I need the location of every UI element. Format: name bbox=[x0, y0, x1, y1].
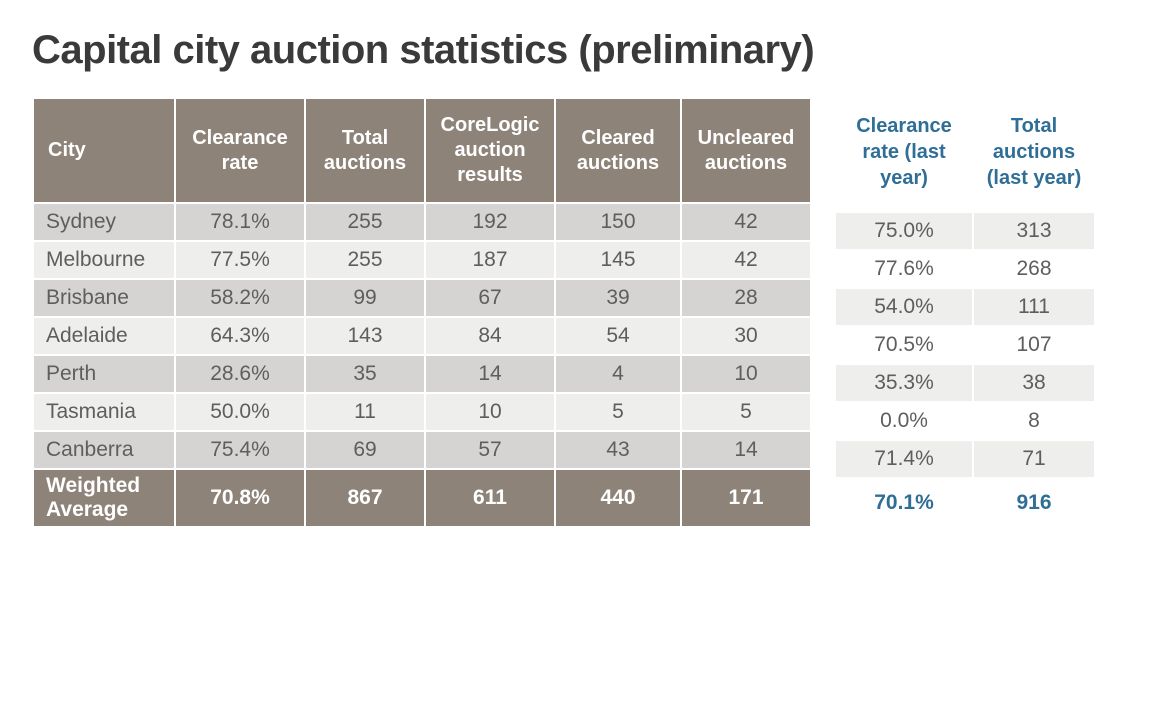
cell-clearance-rate: 50.0% bbox=[176, 394, 304, 430]
cell-city: Canberra bbox=[34, 432, 174, 468]
cell-city: Brisbane bbox=[34, 280, 174, 316]
cell-total-last-year: 107 bbox=[974, 327, 1094, 363]
cell-rate-last-year: 71.4% bbox=[836, 441, 972, 477]
cell-total-auctions: 143 bbox=[306, 318, 424, 354]
cell-summary-total-last-year: 916 bbox=[974, 479, 1094, 521]
cell-corelogic: 57 bbox=[426, 432, 554, 468]
cell-city: Sydney bbox=[34, 204, 174, 240]
cell-clearance-rate: 28.6% bbox=[176, 356, 304, 392]
cell-total-auctions: 255 bbox=[306, 242, 424, 278]
table-row: 54.0% 111 bbox=[836, 289, 1094, 325]
cell-clearance-rate: 78.1% bbox=[176, 204, 304, 240]
table-row: Tasmania 50.0% 11 10 5 5 bbox=[34, 394, 810, 430]
table-row: Melbourne 77.5% 255 187 145 42 bbox=[34, 242, 810, 278]
cell-rate-last-year: 35.3% bbox=[836, 365, 972, 401]
table-row: 75.0% 313 bbox=[836, 213, 1094, 249]
cell-corelogic: 84 bbox=[426, 318, 554, 354]
cell-total-last-year: 71 bbox=[974, 441, 1094, 477]
cell-rate-last-year: 54.0% bbox=[836, 289, 972, 325]
cell-uncleared: 14 bbox=[682, 432, 810, 468]
cell-total-last-year: 268 bbox=[974, 251, 1094, 287]
table-row: Adelaide 64.3% 143 84 54 30 bbox=[34, 318, 810, 354]
cell-clearance-rate: 77.5% bbox=[176, 242, 304, 278]
table-header-row: City Clearance rate Total auctions CoreL… bbox=[34, 99, 810, 202]
cell-cleared: 5 bbox=[556, 394, 680, 430]
cell-corelogic: 192 bbox=[426, 204, 554, 240]
cell-uncleared: 10 bbox=[682, 356, 810, 392]
cell-summary-cleared: 440 bbox=[556, 470, 680, 526]
cell-corelogic: 187 bbox=[426, 242, 554, 278]
table-header-row: Clearance rate (last year) Total auction… bbox=[836, 99, 1094, 211]
cell-uncleared: 28 bbox=[682, 280, 810, 316]
cell-summary-clearance: 70.8% bbox=[176, 470, 304, 526]
col-header-corelogic: CoreLogic auction results bbox=[426, 99, 554, 202]
table-row: Sydney 78.1% 255 192 150 42 bbox=[34, 204, 810, 240]
cell-cleared: 43 bbox=[556, 432, 680, 468]
cell-uncleared: 42 bbox=[682, 204, 810, 240]
cell-total-last-year: 313 bbox=[974, 213, 1094, 249]
cell-cleared: 150 bbox=[556, 204, 680, 240]
table-row: 35.3% 38 bbox=[836, 365, 1094, 401]
table-row: Brisbane 58.2% 99 67 39 28 bbox=[34, 280, 810, 316]
col-header-cleared: Cleared auctions bbox=[556, 99, 680, 202]
cell-summary-label: Weighted Average bbox=[34, 470, 174, 526]
cell-total-auctions: 11 bbox=[306, 394, 424, 430]
cell-corelogic: 10 bbox=[426, 394, 554, 430]
col-header-total-auctions: Total auctions bbox=[306, 99, 424, 202]
cell-city: Perth bbox=[34, 356, 174, 392]
table-row: 0.0% 8 bbox=[836, 403, 1094, 439]
cell-cleared: 145 bbox=[556, 242, 680, 278]
cell-city: Adelaide bbox=[34, 318, 174, 354]
cell-total-auctions: 255 bbox=[306, 204, 424, 240]
cell-total-last-year: 111 bbox=[974, 289, 1094, 325]
col-header-uncleared: Uncleared auctions bbox=[682, 99, 810, 202]
page-title: Capital city auction statistics (prelimi… bbox=[32, 28, 1128, 73]
cell-uncleared: 42 bbox=[682, 242, 810, 278]
col-header-city: City bbox=[34, 99, 174, 202]
cell-uncleared: 30 bbox=[682, 318, 810, 354]
table-row: Canberra 75.4% 69 57 43 14 bbox=[34, 432, 810, 468]
cell-corelogic: 14 bbox=[426, 356, 554, 392]
cell-summary-total: 867 bbox=[306, 470, 424, 526]
cell-uncleared: 5 bbox=[682, 394, 810, 430]
cell-city: Melbourne bbox=[34, 242, 174, 278]
cell-rate-last-year: 75.0% bbox=[836, 213, 972, 249]
table-row: 71.4% 71 bbox=[836, 441, 1094, 477]
cell-rate-last-year: 77.6% bbox=[836, 251, 972, 287]
main-auction-table: City Clearance rate Total auctions CoreL… bbox=[32, 97, 812, 528]
cell-cleared: 4 bbox=[556, 356, 680, 392]
tables-container: City Clearance rate Total auctions CoreL… bbox=[32, 97, 1128, 528]
cell-clearance-rate: 75.4% bbox=[176, 432, 304, 468]
cell-rate-last-year: 70.5% bbox=[836, 327, 972, 363]
cell-summary-rate-last-year: 70.1% bbox=[836, 479, 972, 521]
cell-clearance-rate: 58.2% bbox=[176, 280, 304, 316]
summary-row: 70.1% 916 bbox=[836, 479, 1094, 521]
cell-total-last-year: 8 bbox=[974, 403, 1094, 439]
cell-total-last-year: 38 bbox=[974, 365, 1094, 401]
cell-rate-last-year: 0.0% bbox=[836, 403, 972, 439]
col-header-total-last-year: Total auctions (last year) bbox=[974, 99, 1094, 211]
cell-total-auctions: 35 bbox=[306, 356, 424, 392]
table-row: 70.5% 107 bbox=[836, 327, 1094, 363]
cell-summary-uncleared: 171 bbox=[682, 470, 810, 526]
cell-cleared: 54 bbox=[556, 318, 680, 354]
table-row: Perth 28.6% 35 14 4 10 bbox=[34, 356, 810, 392]
table-row: 77.6% 268 bbox=[836, 251, 1094, 287]
col-header-clearance-rate: Clearance rate bbox=[176, 99, 304, 202]
cell-cleared: 39 bbox=[556, 280, 680, 316]
summary-row: Weighted Average 70.8% 867 611 440 171 bbox=[34, 470, 810, 526]
col-header-rate-last-year: Clearance rate (last year) bbox=[836, 99, 972, 211]
cell-total-auctions: 69 bbox=[306, 432, 424, 468]
last-year-table: Clearance rate (last year) Total auction… bbox=[834, 97, 1096, 523]
cell-corelogic: 67 bbox=[426, 280, 554, 316]
cell-city: Tasmania bbox=[34, 394, 174, 430]
cell-total-auctions: 99 bbox=[306, 280, 424, 316]
cell-clearance-rate: 64.3% bbox=[176, 318, 304, 354]
cell-summary-corelogic: 611 bbox=[426, 470, 554, 526]
